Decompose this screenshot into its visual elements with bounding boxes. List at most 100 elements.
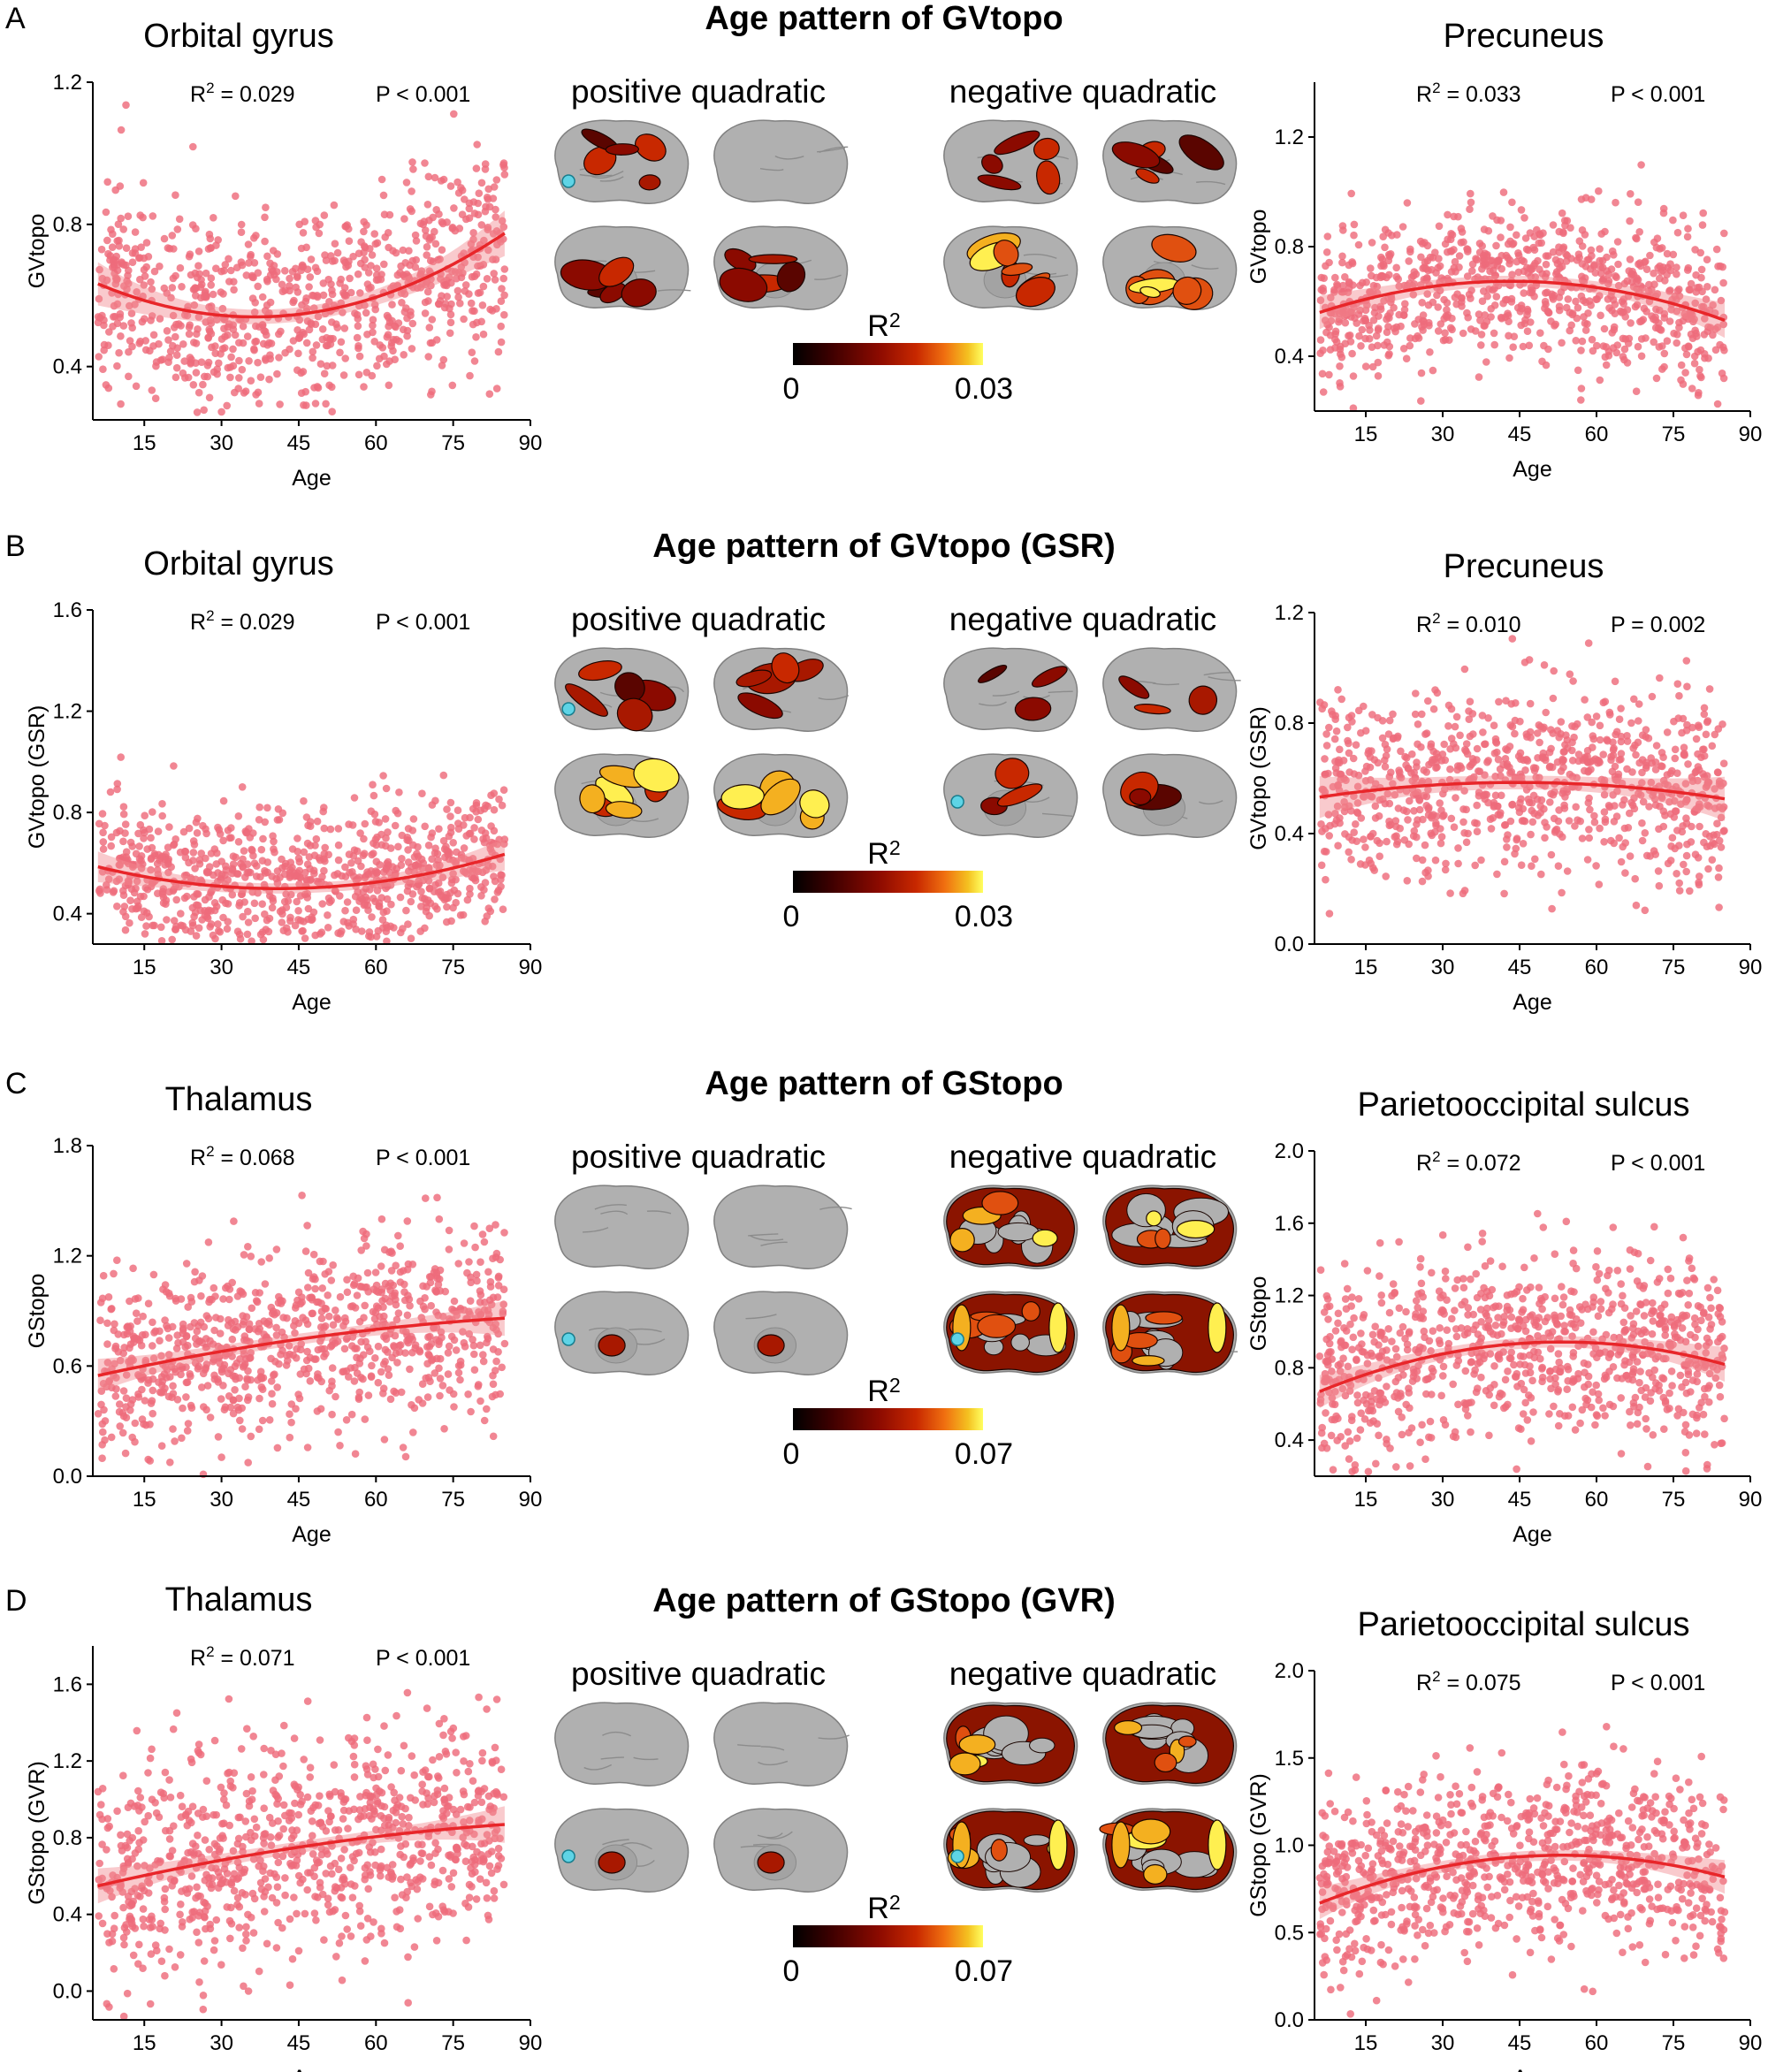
data-point [117,126,126,134]
data-point [1521,316,1529,324]
data-point [475,189,484,197]
positive-quadratic-label: positive quadratic [571,601,826,637]
data-point [172,363,181,372]
data-point [416,219,425,228]
data-point [250,259,259,267]
data-point [173,1331,181,1339]
negative-quadratic-label: negative quadratic [949,1139,1216,1175]
brain-surface [943,647,1078,732]
data-point [1720,347,1728,354]
data-point [1508,240,1517,248]
data-point [252,872,261,880]
data-point [1473,801,1481,810]
data-point [424,353,433,361]
data-point [484,246,492,255]
data-point [1383,837,1391,846]
data-point [311,217,320,225]
data-point [235,374,243,382]
data-point [1508,198,1516,207]
data-point [265,1416,274,1424]
data-point [1345,768,1353,776]
data-point [226,363,234,371]
data-point [1478,242,1486,250]
data-point [453,806,462,814]
data-point [1611,677,1619,686]
data-point [1499,188,1508,196]
data-point [239,322,248,331]
data-point [195,856,204,865]
data-point [1615,756,1624,764]
data-point [1414,720,1422,728]
panel-letter: B [5,529,26,563]
data-point [1439,812,1447,820]
data-point [1626,217,1634,225]
data-point [200,406,208,415]
data-point [366,1347,374,1355]
x-axis-label: Age [292,466,331,491]
data-point [1663,337,1672,346]
data-point [478,1230,487,1238]
data-point [1565,817,1574,825]
data-point [490,805,499,814]
data-point [476,1258,484,1266]
data-point [1429,366,1437,375]
data-point [1383,328,1391,337]
x-tick-label: 60 [364,956,388,979]
data-point [1700,751,1709,760]
data-point [1349,404,1358,413]
data-point [354,322,362,331]
x-tick-label: 75 [1662,423,1686,446]
data-point [282,1361,291,1369]
data-point [467,240,476,248]
data-point [147,834,155,842]
data-point [125,279,133,288]
data-point [1414,740,1421,749]
data-point [1444,722,1452,730]
data-point [379,1384,388,1392]
data-point [296,1345,305,1354]
data-point [164,1334,173,1342]
data-point [1408,750,1416,758]
data-point [1548,763,1557,772]
data-point [170,245,178,253]
r2-map-region [1178,134,1224,171]
data-point [492,1357,500,1366]
data-point [1719,374,1728,383]
data-point [153,866,162,874]
data-point [185,330,194,339]
r2-map-region [1001,263,1033,277]
data-point [433,849,442,858]
r2-map-region [1155,1228,1171,1250]
data-point [1325,832,1333,840]
data-point [258,1416,267,1425]
data-point [1549,221,1558,229]
data-point [1325,258,1333,267]
data-point [1574,366,1582,375]
data-point [361,1415,370,1423]
data-point [1536,722,1545,731]
data-point [1469,730,1477,738]
data-point [381,815,390,823]
data-point [169,311,178,320]
r2-map-region [977,174,1022,191]
data-point [184,1420,193,1428]
data-point [1717,843,1726,851]
r2-map-region [977,1314,1017,1338]
data-point [1634,198,1642,206]
sulcus [814,274,842,280]
x-tick-label: 15 [133,431,156,455]
data-point [131,1419,140,1428]
brain-lateral-view [554,1185,690,1269]
data-point [1666,266,1674,275]
data-point [151,394,160,403]
data-point [1584,639,1593,647]
data-point [119,891,128,899]
data-point [1680,743,1688,751]
data-point [342,222,350,231]
data-point [427,1340,436,1348]
brain-lateral-view [1102,1185,1238,1269]
data-point [329,1321,338,1329]
data-point [383,937,391,946]
data-point [1395,282,1403,291]
data-point [104,1293,113,1301]
